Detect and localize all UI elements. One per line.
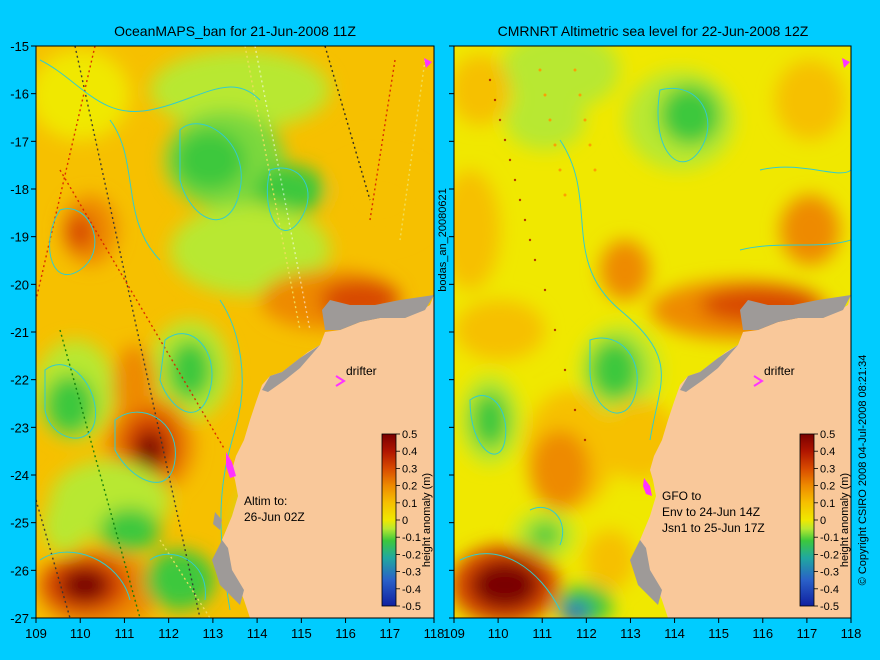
left-x-tick-label: 116 (335, 626, 356, 641)
left-colorbar-ticks: 0.5 0.4 0.3 0.2 0.1 0 -0.1 -0.2 -0.3 -0.4 -0.5 (396, 429, 421, 613)
left-colorbar-tick-label: 0.4 (402, 446, 417, 458)
right-colorbar-tick-label: -0.2 (820, 549, 839, 561)
right-colorbar-tick-label: -0.1 (820, 532, 839, 544)
left-colorbar-tick-label: -0.5 (402, 601, 421, 613)
left-y-tick-label: -15 (10, 39, 29, 54)
right-x-tick-label: 111 (532, 626, 552, 641)
left-map-field: drifter Altim to: 26-Jun 02Z (36, 46, 434, 618)
left-y-tick-label: -23 (10, 420, 29, 435)
right-map-panel: CMRNRT Altimetric sea level for 22-Jun-2… (443, 23, 862, 641)
left-colorbar-tick-label: 0.5 (402, 429, 417, 441)
left-y-tick-label: -26 (10, 563, 29, 578)
right-colorbar-tick-label: 0.2 (820, 481, 835, 493)
right-x-tick-label: 114 (664, 626, 685, 641)
left-y-tick-label: -22 (10, 373, 29, 388)
right-colorbar-tick-label: -0.4 (820, 584, 839, 596)
right-note-line-1: GFO to (662, 489, 702, 503)
left-map-panel: OceanMAPS_ban for 21-Jun-2008 11Z (10, 23, 444, 641)
left-y-tick-label: -20 (10, 277, 29, 292)
dataset-id-label: bodas_an_20080621 (437, 188, 449, 291)
left-colorbar-label: height anomaly (m) (421, 473, 433, 567)
right-x-tick-label: 113 (620, 626, 641, 641)
right-colorbar-tick-label: 0.3 (820, 463, 835, 475)
right-panel-title: CMRNRT Altimetric sea level for 22-Jun-2… (498, 23, 809, 39)
right-colorbar-tick-label: 0.1 (820, 498, 835, 510)
left-axes: 109 110 111 112 113 114 115 116 117 118 -15 -16 -17 -… (10, 39, 444, 641)
right-colorbar-tick-label: -0.5 (820, 601, 839, 613)
right-x-tick-label: 112 (576, 626, 597, 641)
right-x-tick-label: 115 (708, 626, 729, 641)
left-colorbar-tick-label: -0.2 (402, 549, 421, 561)
right-map-field: drifter GFO to Env to 24-Jun 14Z Jsn1 to… (454, 46, 851, 618)
right-x-tick-label: 116 (752, 626, 773, 641)
right-note-line-2: Env to 24-Jun 14Z (662, 505, 760, 519)
left-y-tick-label: -25 (10, 516, 29, 531)
left-x-tick-label: 118 (424, 626, 445, 641)
left-colorbar-tick-label: -0.1 (402, 532, 421, 544)
left-y-tick-label: -19 (10, 230, 29, 245)
left-colorbar-tick-label: -0.3 (402, 567, 421, 579)
left-x-tick-label: 109 (25, 626, 47, 641)
left-colorbar-tick-label: -0.4 (402, 584, 421, 596)
left-x-tick-label: 110 (70, 626, 91, 641)
right-colorbar-ticks: 0.5 0.4 0.3 0.2 0.1 0 -0.1 -0.2 -0.3 -0.4 -0.5 (814, 429, 839, 613)
right-colorbar-tick-label: 0.5 (820, 429, 835, 441)
left-drifter-label: drifter (346, 364, 377, 378)
left-x-tick-label: 111 (115, 626, 135, 641)
left-y-tick-label: -18 (10, 182, 29, 197)
left-note-line-1: Altim to: (244, 494, 287, 508)
copyright-label: © Copyright CSIRO 2008 04-Jul-2008 08:21… (857, 355, 869, 586)
left-colorbar-tick-label: 0.3 (402, 463, 417, 475)
left-note-line-2: 26-Jun 02Z (244, 510, 305, 524)
right-drifter-label: drifter (764, 364, 795, 378)
left-colorbar-tick-label: 0.2 (402, 481, 417, 493)
left-x-tick-label: 113 (203, 626, 224, 641)
right-x-tick-label: 118 (841, 626, 862, 641)
right-note-line-3: Jsn1 to 25-Jun 17Z (662, 521, 765, 535)
left-colorbar-tick-label: 0.1 (402, 498, 417, 510)
left-x-tick-label: 115 (291, 626, 312, 641)
left-y-tick-label: -24 (10, 468, 29, 483)
left-x-tick-label: 112 (158, 626, 179, 641)
left-y-tick-label: -21 (10, 325, 29, 340)
right-x-tick-label: 117 (797, 626, 818, 641)
right-colorbar: 0.5 0.4 0.3 0.2 0.1 0 -0.1 -0.2 -0.3 -0.4 -0.5 hei… (799, 429, 851, 613)
left-y-tick-label: -17 (10, 134, 29, 149)
left-colorbar: 0.5 0.4 0.3 0.2 0.1 0 -0.1 -0.2 -0.3 -0.4 -0.5 hei… (381, 429, 433, 613)
left-colorbar-tick-label: 0 (402, 515, 408, 527)
left-y-tick-label: -16 (10, 87, 29, 102)
right-axes: 109 110 111 112 113 114 115 116 117 118 (443, 45, 862, 641)
right-colorbar-tick-label: 0.4 (820, 446, 835, 458)
right-colorbar-tick-label: 0 (820, 515, 826, 527)
left-panel-title: OceanMAPS_ban for 21-Jun-2008 11Z (114, 23, 356, 39)
left-y-tick-label: -27 (10, 611, 29, 626)
right-colorbar-tick-label: -0.3 (820, 567, 839, 579)
right-x-tick-label: 110 (488, 626, 509, 641)
left-x-tick-label: 114 (247, 626, 268, 641)
left-x-tick-label: 117 (379, 626, 400, 641)
right-x-tick-label: 109 (443, 626, 465, 641)
right-colorbar-label: height anomaly (m) (839, 473, 851, 567)
